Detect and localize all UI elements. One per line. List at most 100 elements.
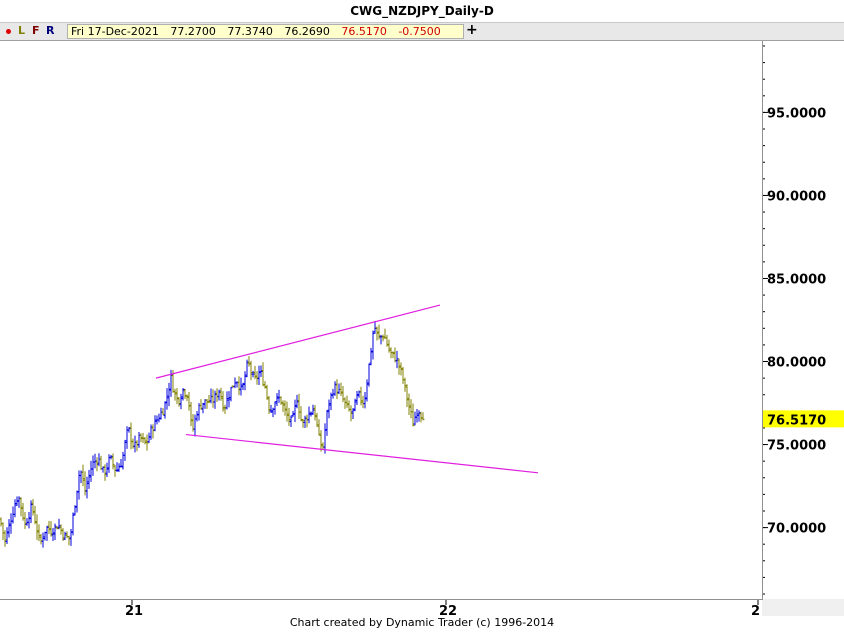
price-bar [97, 453, 101, 467]
price-bar [135, 440, 139, 452]
price-bar [237, 376, 241, 396]
price-bar [49, 521, 53, 537]
price-bar [35, 514, 39, 541]
price-bar [163, 401, 167, 419]
price-bar [335, 379, 339, 400]
price-bar [37, 524, 41, 542]
price-bar [139, 433, 143, 443]
price-bar [343, 397, 347, 409]
trendline[interactable] [155, 304, 441, 379]
price-bar [285, 401, 289, 422]
info-bar: L F R Fri 17-Dec-2021 77.2700 77.3740 76… [0, 22, 844, 41]
price-bar [225, 391, 229, 410]
time-axis: 21 22 2 [0, 600, 762, 619]
price-bar [309, 411, 313, 417]
price-bar [417, 410, 421, 422]
status-dot-icon[interactable] [6, 29, 11, 34]
price-bar [73, 505, 77, 516]
price-bar [179, 393, 183, 410]
price-bar [153, 415, 157, 432]
price-bar [397, 358, 401, 375]
price-bar [189, 401, 193, 427]
price-bar [195, 410, 199, 422]
price-bar [119, 459, 123, 468]
plus-icon[interactable]: + [466, 22, 478, 38]
y-tick-label: 95.0000 [767, 106, 826, 121]
price-bar [333, 381, 337, 396]
price-bar [199, 399, 203, 410]
price-bar [241, 382, 245, 390]
price-bar [131, 438, 135, 449]
price-bar [409, 399, 413, 419]
price-bar [193, 414, 197, 437]
chart-plot-area[interactable] [0, 41, 763, 600]
r-button[interactable]: R [46, 24, 55, 37]
price-bar [33, 505, 37, 525]
price-bar [165, 388, 169, 410]
price-bar [129, 422, 133, 450]
price-bar [183, 388, 187, 399]
price-bar [419, 411, 423, 423]
price-bar [415, 408, 419, 423]
price-bar [117, 463, 121, 472]
price-bar [101, 466, 105, 473]
price-bar [17, 496, 21, 508]
price-bar [75, 490, 79, 513]
price-bar [15, 496, 19, 507]
price-bar [405, 384, 409, 408]
price-bar [151, 424, 155, 439]
price-bar [325, 410, 329, 436]
ohlc-readout: Fri 17-Dec-2021 77.2700 77.3740 76.2690 … [67, 24, 464, 39]
price-bar [19, 497, 23, 517]
x-tick-label: 2 [751, 604, 760, 618]
price-bar [247, 356, 251, 367]
price-bar [297, 393, 301, 419]
price-bar [71, 512, 75, 536]
price-bar [341, 385, 345, 403]
price-bar [401, 367, 405, 384]
l-button[interactable]: L [18, 24, 26, 37]
price-bar [411, 403, 415, 427]
price-bar [249, 360, 253, 381]
price-bar [369, 347, 373, 366]
price-bar [147, 432, 151, 444]
price-bar [181, 387, 185, 401]
price-bar [245, 359, 249, 378]
price-bar [9, 513, 13, 534]
price-bar [265, 384, 269, 400]
f-button[interactable]: F [32, 24, 40, 37]
trendline[interactable] [185, 433, 539, 474]
price-bar [1, 522, 5, 541]
price-bar [209, 388, 213, 404]
price-bar [351, 408, 355, 420]
time-axis-svg: 21 22 2 [125, 600, 760, 619]
price-bar [295, 394, 299, 409]
price-chart[interactable] [0, 41, 762, 599]
price-bar [133, 435, 137, 453]
price-bar [211, 389, 215, 408]
price-bar [273, 401, 277, 415]
price-bar [85, 476, 89, 499]
price-bar [279, 396, 283, 405]
price-bar [275, 393, 279, 407]
price-bar [175, 387, 179, 405]
price-bar [337, 383, 341, 395]
price-bar [61, 528, 65, 541]
bar-date: Fri 17-Dec-2021 [71, 25, 159, 38]
price-bar [45, 525, 49, 541]
price-axis[interactable]: 95.0000 90.0000 85.0000 80.0000 75.0000 70.00… [763, 41, 844, 599]
price-bar [55, 526, 59, 530]
price-bar [261, 362, 265, 387]
price-bar [93, 453, 97, 469]
price-bar [319, 430, 323, 452]
price-bar [27, 512, 31, 529]
price-bar [373, 320, 377, 334]
price-bar [293, 399, 297, 423]
price-bar [393, 347, 397, 363]
price-bar [127, 427, 131, 433]
price-bar [125, 426, 129, 449]
price-bar [123, 439, 127, 461]
price-bar [115, 462, 119, 472]
price-bar [53, 523, 57, 540]
price-bar [215, 388, 219, 402]
